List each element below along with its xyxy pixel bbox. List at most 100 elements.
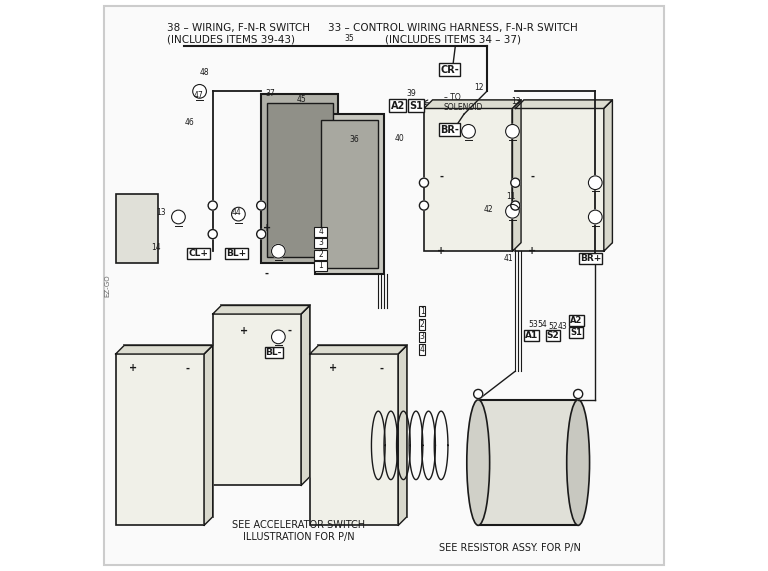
Text: 2: 2	[318, 250, 323, 259]
Text: CR-: CR-	[440, 65, 459, 75]
Circle shape	[448, 64, 457, 73]
Bar	[321, 120, 379, 268]
Text: A2: A2	[391, 100, 405, 111]
Text: 37: 37	[265, 89, 275, 98]
Polygon shape	[310, 345, 407, 354]
Text: 1: 1	[318, 261, 323, 270]
Text: 45: 45	[296, 95, 306, 104]
Circle shape	[505, 124, 519, 138]
Text: -: -	[185, 363, 189, 373]
Text: 4: 4	[318, 227, 323, 236]
Bar	[116, 354, 204, 525]
Circle shape	[257, 230, 266, 239]
Bar	[318, 345, 407, 517]
Text: 12: 12	[474, 83, 484, 92]
Bar	[124, 345, 213, 517]
Circle shape	[474, 389, 483, 399]
Text: 53: 53	[528, 320, 538, 329]
Text: -: -	[379, 363, 383, 373]
Ellipse shape	[567, 400, 590, 525]
Text: +: +	[240, 326, 248, 336]
Text: S1: S1	[409, 100, 423, 111]
Text: 3: 3	[420, 332, 425, 341]
Text: S2: S2	[547, 331, 559, 340]
Circle shape	[462, 124, 475, 138]
Text: A2: A2	[570, 316, 583, 325]
Text: +: +	[129, 363, 137, 373]
Text: 41: 41	[504, 254, 513, 263]
Text: EZ-GO: EZ-GO	[104, 274, 110, 297]
Text: 40: 40	[395, 134, 404, 143]
Text: CL+: CL+	[188, 249, 208, 258]
Text: 48: 48	[200, 68, 209, 77]
Text: 14: 14	[151, 243, 161, 252]
Text: -: -	[531, 172, 535, 182]
Text: 35: 35	[345, 34, 355, 43]
Text: S1: S1	[571, 328, 582, 337]
Text: 43: 43	[558, 322, 567, 331]
Circle shape	[272, 330, 285, 344]
Text: 44: 44	[232, 208, 242, 217]
Text: 54: 54	[538, 320, 547, 329]
Text: 4: 4	[420, 345, 425, 354]
Polygon shape	[204, 345, 213, 525]
Bar	[314, 227, 327, 237]
Circle shape	[448, 127, 457, 136]
Bar	[267, 103, 333, 257]
Bar	[478, 400, 578, 525]
Text: – TO
SOLENOID: – TO SOLENOID	[444, 93, 483, 112]
Circle shape	[419, 178, 429, 187]
Bar	[515, 108, 604, 251]
Circle shape	[208, 201, 217, 210]
Bar	[314, 250, 327, 260]
Polygon shape	[604, 100, 612, 251]
Circle shape	[574, 389, 583, 399]
Polygon shape	[515, 100, 612, 108]
Text: 2: 2	[420, 320, 425, 329]
Circle shape	[511, 201, 520, 210]
Text: 1: 1	[420, 307, 425, 316]
Text: -: -	[265, 269, 269, 279]
Polygon shape	[512, 100, 521, 251]
Circle shape	[171, 210, 185, 224]
Bar	[314, 238, 327, 248]
Text: 11: 11	[506, 192, 515, 202]
Text: 52: 52	[548, 322, 558, 331]
Text: -: -	[288, 326, 292, 336]
Circle shape	[208, 230, 217, 239]
Text: SEE RESISTOR ASSY. FOR P/N: SEE RESISTOR ASSY. FOR P/N	[439, 543, 581, 553]
Bar	[432, 100, 521, 243]
Circle shape	[231, 207, 245, 221]
Polygon shape	[116, 345, 213, 354]
Circle shape	[505, 204, 519, 218]
Bar	[524, 100, 612, 243]
Text: -: -	[439, 172, 443, 182]
Circle shape	[272, 244, 285, 258]
Polygon shape	[301, 305, 310, 485]
Circle shape	[419, 201, 429, 210]
Text: 13: 13	[511, 97, 521, 106]
Text: +: +	[528, 246, 537, 256]
Circle shape	[588, 210, 602, 224]
Text: SEE ACCELERATOR SWITCH
ILLUSTRATION FOR P/N: SEE ACCELERATOR SWITCH ILLUSTRATION FOR …	[232, 520, 365, 542]
Text: 3: 3	[318, 238, 323, 247]
Text: BL+: BL+	[227, 249, 247, 258]
Text: +: +	[329, 363, 336, 373]
Text: 46: 46	[185, 118, 195, 127]
Bar	[316, 114, 384, 274]
Text: 33 – CONTROL WIRING HARNESS, F-N-R SWITCH
(INCLUDES ITEMS 34 – 37): 33 – CONTROL WIRING HARNESS, F-N-R SWITC…	[328, 23, 578, 45]
Text: BL-: BL-	[266, 348, 282, 357]
Text: 39: 39	[406, 89, 416, 98]
Circle shape	[511, 178, 520, 187]
Circle shape	[193, 85, 207, 98]
Bar	[116, 194, 158, 263]
Text: 13: 13	[157, 208, 166, 217]
Bar	[314, 261, 327, 271]
Circle shape	[588, 176, 602, 190]
Bar	[213, 314, 301, 485]
Circle shape	[257, 201, 266, 210]
Text: BR-: BR-	[440, 124, 459, 135]
Bar	[310, 354, 399, 525]
Text: 42: 42	[484, 205, 493, 214]
Text: 47: 47	[194, 91, 204, 100]
